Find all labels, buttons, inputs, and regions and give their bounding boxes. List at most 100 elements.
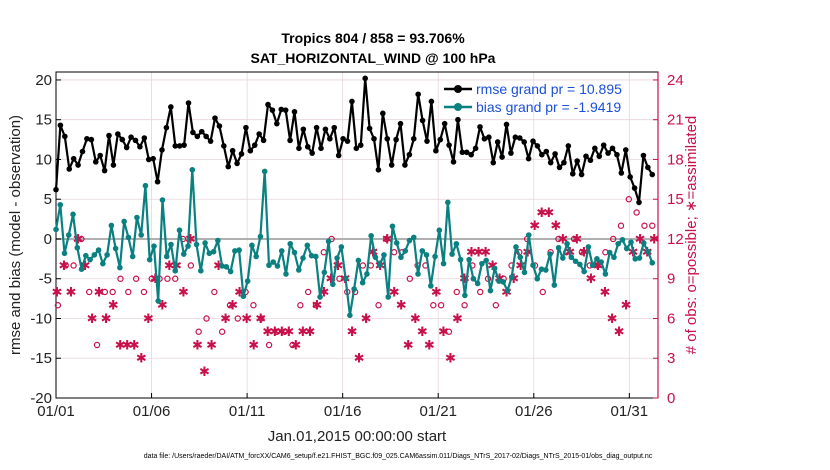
bias-point xyxy=(334,255,340,261)
x-tick-label: 01/16 xyxy=(324,403,362,420)
obs-assimilated-marker: ✱ xyxy=(304,325,315,340)
y-tick-label: -15 xyxy=(30,350,52,367)
rmse-point xyxy=(221,143,227,149)
bias-point xyxy=(65,232,72,238)
rmse-point xyxy=(534,143,541,149)
bias-point xyxy=(517,254,524,261)
rmse-point xyxy=(424,138,430,144)
legend-bias-label: bias grand pr = -1.9419 xyxy=(476,99,621,115)
obs-assimilated-marker: ✱ xyxy=(550,219,561,234)
obs-possible-marker xyxy=(258,315,265,322)
rmse-point xyxy=(463,149,470,156)
rmse-point xyxy=(397,120,404,127)
obs-assimilated-marker: ✱ xyxy=(438,325,449,340)
obs-assimilated-marker: ✱ xyxy=(129,338,140,353)
bias-point xyxy=(547,251,553,257)
bias-point xyxy=(104,252,110,258)
bias-point xyxy=(198,267,204,274)
obs-possible-marker xyxy=(633,209,640,216)
obs-assimilated-marker: ✱ xyxy=(185,232,196,247)
bias-point xyxy=(611,254,617,261)
obs-assimilated-marker: ✱ xyxy=(241,312,252,327)
y-right-tick-label: 21 xyxy=(667,112,684,129)
obs-possible-marker xyxy=(226,302,234,309)
bias-point xyxy=(70,211,76,218)
obs-assimilated-marker: ✱ xyxy=(368,246,379,261)
bias-point xyxy=(402,248,409,254)
rmse-point xyxy=(123,144,130,151)
bias-point xyxy=(615,240,621,247)
obs-possible-marker xyxy=(461,302,468,309)
bias-point xyxy=(449,251,455,257)
x-tick-label: 01/31 xyxy=(611,403,649,420)
obs-assimilated-marker: ✱ xyxy=(290,338,301,353)
bias-point xyxy=(270,259,277,265)
obs-assimilated-marker: ✱ xyxy=(318,285,329,300)
obs-assimilated-marker: ✱ xyxy=(382,232,393,247)
bias-point xyxy=(398,254,404,261)
rmse-point xyxy=(349,98,355,105)
bias-point xyxy=(168,241,174,248)
bias-point xyxy=(142,182,149,189)
rmse-point xyxy=(327,135,333,142)
bias-point xyxy=(534,275,541,282)
bias-point xyxy=(121,218,127,225)
rmse-point xyxy=(216,123,223,129)
obs-assimilated-marker: ✱ xyxy=(536,206,547,221)
bias-point xyxy=(555,244,562,251)
rmse-point xyxy=(212,115,218,121)
obs-assimilated-marker: ✱ xyxy=(234,285,245,300)
obs-possible-marker xyxy=(625,196,633,203)
rmse-point xyxy=(256,131,262,137)
bias-point xyxy=(606,249,613,256)
rmse-point xyxy=(53,186,59,193)
bias-point xyxy=(249,242,255,249)
obs-possible-marker xyxy=(453,288,460,296)
rmse-point xyxy=(243,124,249,131)
rmse-point xyxy=(543,148,550,155)
bias-point xyxy=(479,260,485,267)
obs-assimilated-marker: ✱ xyxy=(150,272,161,287)
rmse-point xyxy=(384,135,391,142)
rmse-point xyxy=(627,174,633,180)
bias-point xyxy=(355,257,362,264)
rmse-point xyxy=(141,135,148,141)
bias-point xyxy=(338,244,345,250)
rmse-point xyxy=(503,121,510,128)
legend-bias-marker xyxy=(454,103,462,111)
obs-assimilated-marker: ✱ xyxy=(529,219,540,234)
bias-point xyxy=(542,267,549,273)
obs-assimilated-marker: ✱ xyxy=(333,259,344,274)
rmse-point xyxy=(362,75,368,82)
obs-assimilated-marker: ✱ xyxy=(571,232,582,247)
bias-point xyxy=(628,239,634,245)
obs-assimilated-marker: ✱ xyxy=(649,232,660,247)
bias-point xyxy=(219,263,225,269)
legend-rmse-marker xyxy=(454,85,462,93)
bias-point xyxy=(623,245,630,252)
obs-possible-marker xyxy=(187,262,195,269)
bias-point xyxy=(159,197,166,203)
bias-point xyxy=(568,254,575,261)
obs-possible-marker xyxy=(617,222,625,229)
obs-possible-marker xyxy=(437,302,445,309)
rmse-point xyxy=(569,170,576,177)
rmse-point xyxy=(251,142,258,148)
obs-assimilated-marker: ✱ xyxy=(122,338,133,353)
rmse-point xyxy=(609,145,616,152)
y-tick-label: -10 xyxy=(30,310,52,327)
obs-assimilated-marker: ✱ xyxy=(621,299,632,314)
obs-assimilated-marker: ✱ xyxy=(417,325,428,340)
bias-point xyxy=(457,256,464,263)
bias-point xyxy=(304,242,311,249)
rmse-point xyxy=(247,147,254,154)
rmse-point xyxy=(578,171,585,178)
bias-point xyxy=(376,262,383,269)
obs-possible-marker xyxy=(62,262,69,269)
obs-possible-marker xyxy=(609,235,617,243)
bias-point xyxy=(108,222,115,229)
bias-point xyxy=(151,243,157,249)
rmse-point xyxy=(521,139,527,145)
rmse-point xyxy=(446,142,452,148)
